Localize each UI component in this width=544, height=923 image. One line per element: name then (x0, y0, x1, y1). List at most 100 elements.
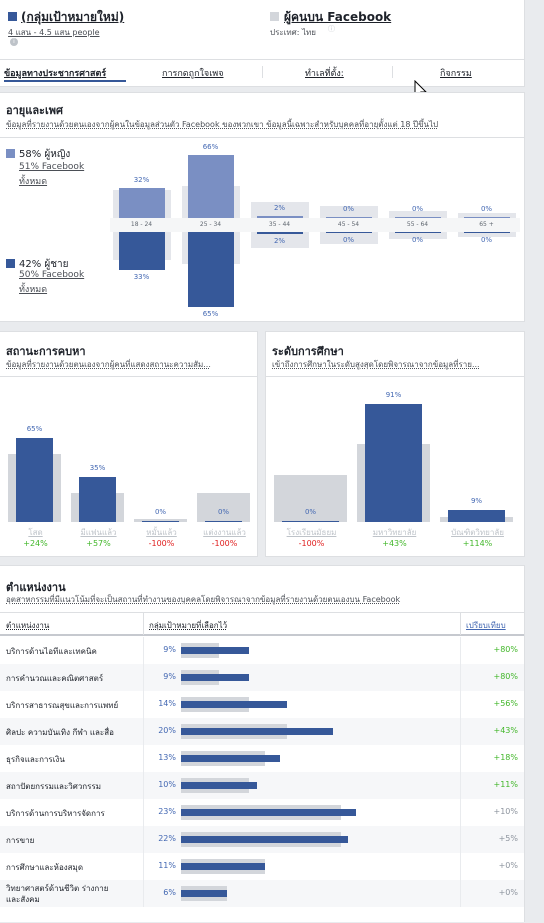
job-name: การคำนวณและคณิตศาสตร์ (6, 674, 104, 683)
header-panel: (กลุ่มเป้าหมายใหม่) 4 แสน - 4.5 แสน peop… (0, 0, 525, 87)
women-age-bar (325, 217, 372, 218)
education-value-label: 9% (470, 497, 483, 506)
job-name: ศิลปะ ความบันเทิง กีฬา และสื่อ (6, 728, 114, 737)
job-name: ธุรกิจและการเงิน (6, 755, 65, 764)
job-bar (181, 728, 333, 735)
job-pct: 9% (163, 672, 176, 681)
col-divider (143, 691, 144, 718)
relationship-category-label: มีแฟนแล้ว (80, 528, 117, 537)
relationship-fb-bar (197, 493, 250, 522)
job-pct: 6% (163, 888, 176, 897)
audience-name[interactable]: (กลุ่มเป้าหมายใหม่) (21, 10, 125, 24)
education-diff-label: +43% (382, 539, 407, 548)
relationship-value-label: 35% (89, 463, 106, 472)
men-age-bar (463, 232, 510, 233)
job-table-header: ตำแหน่งงาน กลุ่มเป้าหมายที่เลือกไว้ เปรี… (0, 612, 524, 636)
col-divider (460, 880, 461, 907)
table-row: ธุรกิจและการเงิน 13% +18% (0, 745, 524, 772)
job-compare: +18% (493, 753, 518, 762)
col-divider (460, 826, 461, 853)
relationship-diff-label: -100% (148, 539, 175, 548)
men-fb-bar (250, 232, 309, 248)
job-pct: 14% (158, 699, 176, 708)
relationship-subtitle: ข้อมูลที่รายงานด้วยตนเองจากผู้คนที่แสดงส… (6, 360, 211, 369)
education-bar (448, 510, 505, 522)
job-bar (181, 755, 280, 762)
women-compare-2[interactable]: ทั้งหมด (19, 177, 48, 187)
age-gender-subtitle: ข้อมูลที่รายงานด้วยตนเองจากผู้คนในข้อมูล… (6, 120, 439, 129)
education-diff-label: +114% (462, 539, 493, 548)
col-compare[interactable]: เปรียบเทียบ (466, 621, 506, 630)
education-fb-bar (274, 475, 347, 522)
education-subtitle: เข้าถึงการศึกษาในระดับสูงสุดโดยพิจารณาจา… (272, 360, 480, 369)
tab-demographics[interactable]: ข้อมูลทางประชากรศาสตร์ (4, 69, 107, 79)
job-pct: 10% (158, 780, 176, 789)
tab-location[interactable]: ทำเลที่ตั้ง: (305, 69, 344, 79)
men-fb-bar (319, 232, 378, 244)
relationship-title: สถานะการคบหา (6, 345, 86, 358)
women-fb-bar (457, 213, 516, 218)
col-divider (460, 691, 461, 718)
men-age-pct: 0% (480, 236, 493, 244)
education-value-label: 0% (304, 508, 317, 516)
job-subtitle: อุตสาหกรรมที่มีแนวโน้มที่จะเป็นสถานที่ทำ… (6, 595, 401, 604)
job-pct: 20% (158, 726, 176, 735)
col-divider (460, 853, 461, 880)
age-axis-band (110, 218, 520, 232)
job-name-line2: และสังคม (6, 895, 40, 904)
audience-size[interactable]: 4 แสน - 4.5 แสน people (8, 28, 100, 37)
tab-activity[interactable]: กิจกรรม (440, 69, 472, 79)
relationship-diff-label: -100% (211, 539, 238, 548)
education-panel: ระดับการศึกษา เข้าถึงการศึกษาในระดับสูงส… (265, 331, 525, 557)
job-name: บริการด้านไอทีและเทคนิค (6, 647, 97, 656)
job-compare: +5% (498, 834, 518, 843)
info-icon[interactable]: i (10, 38, 18, 46)
col-divider (143, 826, 144, 853)
women-compare[interactable]: 51% Facebook (19, 162, 85, 172)
women-age-pct: 0% (480, 205, 493, 213)
col-job: ตำแหน่งงาน (6, 621, 50, 630)
table-row: การคำนวณและคณิตศาสตร์ 9% +80% (0, 664, 524, 691)
table-row: สถาปัตยกรรมและวิศวกรรม 10% +11% (0, 772, 524, 799)
age-group-label: 25 - 34 (199, 221, 222, 228)
women-age-bar (187, 155, 234, 218)
education-diff-label: -100% (298, 539, 325, 548)
audience-swatch (8, 12, 17, 21)
men-age-bar (325, 232, 372, 233)
men-age-pct: 2% (273, 237, 286, 246)
country-info-icon: ⓘ (328, 25, 335, 33)
men-age-bar (256, 232, 303, 235)
men-compare-2[interactable]: ทั้งหมด (19, 285, 48, 295)
relationship-category-label: แต่งงานแล้ว (203, 528, 246, 537)
job-pct: 11% (158, 861, 176, 870)
age-group-label: 65 + (479, 221, 494, 228)
relationship-fb-bar (134, 519, 187, 522)
job-compare: +11% (493, 780, 518, 789)
men-age-pct: 0% (342, 236, 355, 244)
women-age-pct: 0% (411, 205, 424, 213)
job-pct: 23% (158, 807, 176, 816)
education-value-label: 91% (385, 390, 402, 399)
table-row: บริการด้านไอทีและเทคนิค 9% +80% (0, 637, 524, 664)
tab-page-likes[interactable]: การกดถูกใจเพจ (162, 69, 224, 79)
col-divider (143, 853, 144, 880)
women-label: 58% ผู้หญิง (19, 149, 71, 160)
job-bar (181, 674, 250, 681)
men-compare[interactable]: 50% Facebook (19, 270, 85, 280)
education-bar (365, 403, 422, 522)
relationship-chart: 65% โสด +24% 35% มีแฟนแล้ว +57% 0% หมั้นแล้ว -10… (4, 382, 254, 554)
women-age-bar (394, 217, 441, 218)
job-bar (181, 836, 349, 843)
col-divider-2 (460, 613, 461, 635)
job-compare: +43% (493, 726, 518, 735)
education-category-label: มหาวิทยาลัย (372, 528, 417, 537)
education-bar (282, 521, 339, 522)
table-row: บริการด้านการบริหารจัดการ 23% +10% (0, 799, 524, 826)
men-age-bar (187, 232, 234, 307)
job-panel: ตำแหน่งงาน อุตสาหกรรมที่มีแนวโน้มที่จะเป… (0, 565, 525, 922)
women-age-pct: 0% (342, 205, 355, 213)
compare-swatch (270, 12, 279, 21)
education-category-label: บัณฑิตวิทยาลัย (451, 528, 504, 537)
men-label: 42% ผู้ชาย (19, 259, 69, 270)
compare-name[interactable]: ผู้คนบน Facebook (284, 10, 392, 24)
